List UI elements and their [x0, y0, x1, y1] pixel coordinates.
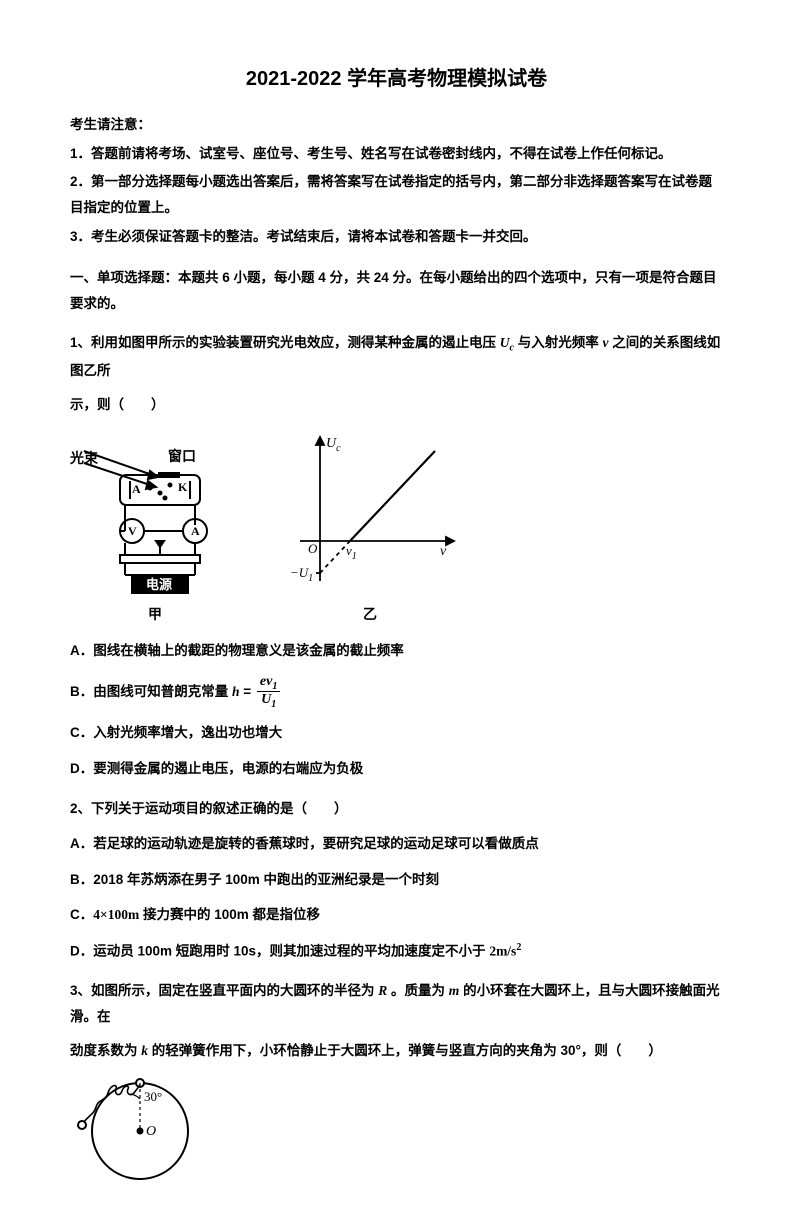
page-title: 2021-2022 学年高考物理模拟试卷	[70, 60, 723, 98]
section-1-header: 一、单项选择题：本题共 6 小题，每小题 4 分，共 24 分。在每小题给出的四…	[70, 265, 723, 316]
q1-stem-b: 与入射光频率	[514, 335, 603, 350]
q3-b: 。质量为	[387, 983, 449, 998]
frac-num-sub: 1	[272, 680, 277, 691]
q2c-b: 4×100m	[93, 907, 139, 922]
frac-den-sub: 1	[271, 699, 276, 710]
frac-den-a: U	[261, 692, 271, 707]
q2c-c: 接力赛中的 100m 都是指位移	[139, 907, 320, 922]
q1-opt-d: D．要测得金属的遏止电压，电源的右端应为负极	[70, 756, 723, 782]
neg-u1-label: −U1	[290, 565, 313, 584]
apparatus-icon: 窗口 光束 A K V A 电源	[70, 433, 240, 603]
q3-m: m	[449, 983, 460, 998]
q1-optb-pre: B．由图线可知普朗克常量	[70, 684, 232, 699]
notice-line-2: 2．第一部分选择题每小题选出答案后，需将答案写在试卷指定的括号内，第二部分非选择…	[70, 169, 723, 220]
q2-stem: 2、下列关于运动项目的叙述正确的是（ ）	[70, 796, 723, 822]
center-label: O	[146, 1124, 156, 1139]
window-label: 窗口	[168, 448, 196, 465]
q2-opt-a: A．若足球的运动轨迹是旋转的香蕉球时，要研究足球的运动足球可以看做质点	[70, 831, 723, 857]
a-plate-label: A	[132, 482, 141, 496]
frac-num-a: ev	[260, 674, 272, 689]
light-label: 光束	[70, 450, 99, 467]
q2-opt-b: B．2018 年苏炳添在男子 100m 中跑出的亚洲纪录是一个时刻	[70, 867, 723, 893]
q3-stem-line1: 3、如图所示，固定在竖直平面内的大圆环的半径为 R 。质量为 m 的小环套在大圆…	[70, 978, 723, 1029]
ring-spring-icon: 30° O	[70, 1071, 200, 1191]
power-label: 电源	[146, 577, 172, 592]
q1-optb-h: h	[232, 684, 240, 699]
q2c-a: C．	[70, 907, 93, 922]
fig1-caption: 甲	[148, 601, 162, 628]
fig2-caption: 乙	[363, 601, 377, 628]
q1-stem: 1、利用如图甲所示的实验装置研究光电效应，测得某种金属的遏止电压 Uc 与入射光…	[70, 330, 723, 383]
voltmeter-label: V	[128, 524, 137, 538]
q3-R: R	[378, 983, 387, 998]
q1-opt-c: C．入射光频率增大，逸出功也增大	[70, 720, 723, 746]
graph-icon: Uc O v1 v −U1	[280, 431, 460, 601]
q1-optb-eq: =	[240, 684, 255, 699]
x-axis-label: v	[440, 544, 447, 559]
k-plate-label: K	[178, 480, 188, 494]
q1-stem-2: 示，则（ ）	[70, 392, 723, 418]
q2d-sup: 2	[516, 942, 521, 953]
q1-figures: 窗口 光束 A K V A 电源 甲 Uc	[70, 431, 723, 628]
q2d-b: 2m/s	[489, 944, 516, 959]
q3-a: 3、如图所示，固定在竖直平面内的大圆环的半径为	[70, 983, 378, 998]
q2-opt-d: D．运动员 100m 短跑用时 10s，则其加速过程的平均加速度定不小于 2m/…	[70, 938, 723, 964]
q2-opt-c: C．4×100m 接力赛中的 100m 都是指位移	[70, 902, 723, 928]
ammeter-label: A	[191, 524, 200, 538]
q1-optb-frac: ev1U1	[257, 674, 280, 711]
q1-fig2: Uc O v1 v −U1 乙	[280, 431, 460, 628]
q3-d: 劲度系数为	[70, 1043, 141, 1058]
q1-u: U	[500, 335, 510, 350]
notice-line-3: 3．考生必须保证答题卡的整洁。考试结束后，请将本试卷和答题卡一并交回。	[70, 224, 723, 250]
notice-line-1: 1．答题前请将考场、试室号、座位号、考生号、姓名写在试卷密封线内，不得在试卷上作…	[70, 141, 723, 167]
y-axis-label: Uc	[326, 436, 341, 454]
q1-opt-a: A．图线在横轴上的截距的物理意义是该金属的截止频率	[70, 638, 723, 664]
q1-opt-b: B．由图线可知普朗克常量 h = ev1U1	[70, 674, 723, 711]
angle-label: 30°	[144, 1089, 162, 1104]
q3-e: 的轻弹簧作用下，小环恰静止于大圆环上，弹簧与竖直方向的夹角为 30°，则（ ）	[148, 1043, 662, 1058]
q3-figure: 30° O	[70, 1071, 723, 1191]
q2d-a: D．运动员 100m 短跑用时 10s，则其加速过程的平均加速度定不小于	[70, 944, 489, 959]
q1-stem-a: 1、利用如图甲所示的实验装置研究光电效应，测得某种金属的遏止电压	[70, 335, 500, 350]
q1-fig1: 窗口 光束 A K V A 电源 甲	[70, 433, 240, 628]
origin-label: O	[308, 541, 318, 556]
notice-header: 考生请注意：	[70, 112, 723, 138]
q3-stem-line2: 劲度系数为 k 的轻弹簧作用下，小环恰静止于大圆环上，弹簧与竖直方向的夹角为 3…	[70, 1038, 723, 1064]
q3-k: k	[141, 1043, 148, 1058]
x-intercept-label: v1	[346, 543, 357, 562]
